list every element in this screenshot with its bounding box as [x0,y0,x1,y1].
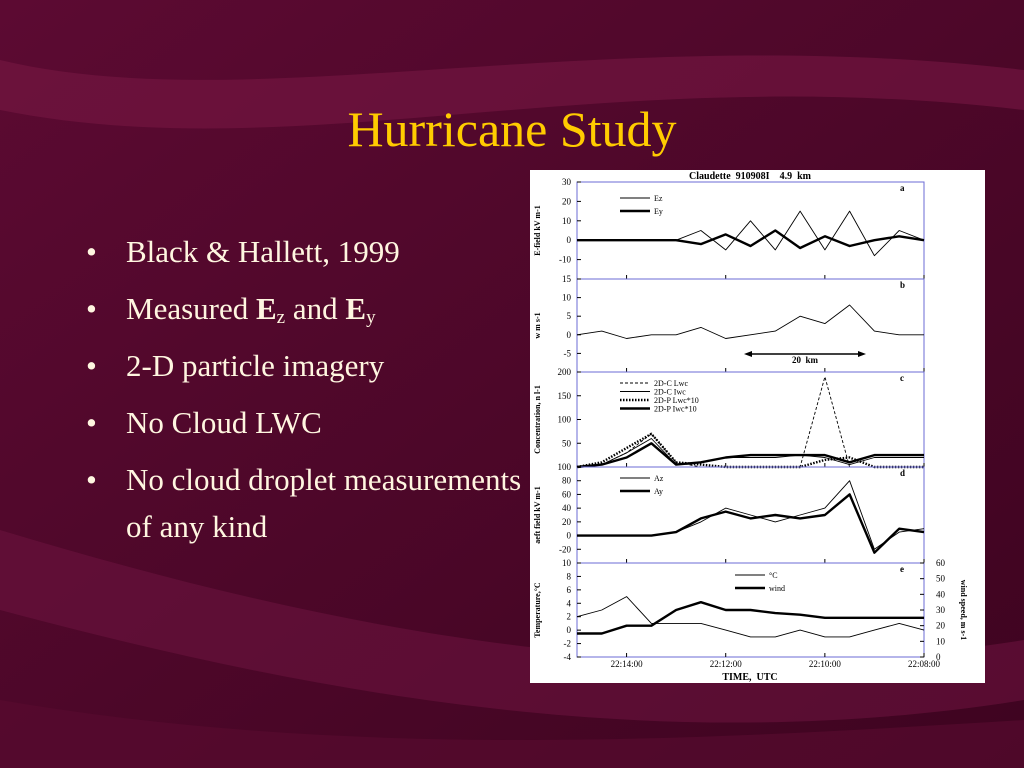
y-tick-label: 4 [567,598,572,608]
y-tick-label: -20 [559,544,571,554]
series-line [576,438,924,468]
y-tick-label: -10 [559,255,571,265]
y-tick-label: -4 [564,652,572,662]
y2-tick-label: 50 [936,574,946,584]
y-tick-label: 0 [567,531,572,541]
text: E [255,291,277,326]
slide-title: Hurricane Study [347,101,677,157]
y-tick-label: 2 [567,612,572,622]
bullet: 2-D particle imagery [86,342,526,389]
y-tick-label: 8 [567,571,572,581]
y-tick-label: 40 [562,503,572,513]
bullet: No cloud droplet measurements of any kin… [86,456,526,550]
bullet-list: Black & Hallett, 1999 Measured Ez and Ey… [80,228,526,560]
series-line [576,596,925,638]
legend-label: °C [769,571,778,580]
y2-tick-label: 40 [936,589,946,599]
y-tick-label: 60 [562,489,572,499]
y-tick-label: 10 [562,293,572,303]
y-tick-label: -5 [564,348,572,358]
figure-title: Claudette 910908I 4.9 km [689,171,812,182]
legend-label: wind [769,584,785,593]
y-tick-label: 0 [567,235,572,245]
y-tick-label: 10 [562,558,572,568]
bullet: No Cloud LWC [86,399,526,446]
y-tick-label: 20 [562,196,572,206]
y-tick-label: 0 [567,330,572,340]
series-line [576,442,924,469]
y-tick-label: 100 [558,462,572,472]
text: y [366,307,376,328]
y-tick-label: 50 [562,438,572,448]
y2-tick-label: 0 [936,652,941,662]
y-axis-label: Concentration, n l-1 [533,385,542,454]
panel-letter: d [900,468,905,478]
y-tick-label: 10 [562,216,572,226]
legend-label: Az [654,474,664,483]
annotation: 20 km [792,355,819,365]
x-tick-label: 22:14:00 [611,659,644,669]
y-tick-label: -2 [564,639,572,649]
y2-tick-label: 10 [936,636,946,646]
series-line [577,229,925,250]
legend-label: Ay [654,487,663,496]
x-tick-label: 22:10:00 [809,659,842,669]
y2-tick-label: 30 [936,605,946,615]
x-axis-label: TIME, UTC [722,672,777,683]
text: E [345,291,367,326]
y-axis-label: aeft field kV m-1 [533,486,542,543]
bullet: Black & Hallett, 1999 [86,228,526,275]
y-tick-label: 80 [562,476,572,486]
panel-letter: c [900,373,904,383]
y-axis-label: Temperature,°C [533,582,542,638]
y-tick-label: 150 [558,391,572,401]
y-tick-label: 0 [567,625,572,635]
text: and [285,291,346,326]
panel-letter: b [900,280,905,290]
x-tick-label: 22:12:00 [710,659,743,669]
y2-axis-label: wind speed, m s-1 [959,580,968,640]
series-line [576,304,924,339]
y-tick-label: 100 [558,415,572,425]
y2-tick-label: 60 [936,558,946,568]
y-axis-label: E-field kV m-1 [533,205,542,256]
legend-label: 2D-C Iwc [654,388,686,397]
y-tick-label: 200 [558,367,572,377]
y-tick-label: 6 [567,585,572,595]
y-tick-label: 30 [562,177,572,187]
legend-label: 2D-P Iwc*10 [654,405,697,414]
legend-label: 2D-P Lwc*10 [654,396,699,405]
legend-label: Ey [654,207,663,216]
y-axis-label: w m s-1 [533,312,542,338]
panel-letter: a [900,183,905,193]
bullet: Measured Ez and Ey [86,285,526,332]
series-line [576,432,924,469]
legend-label: 2D-C Lwc [654,379,688,388]
panel-letter: e [900,564,904,574]
series-line [577,493,925,554]
legend-label: Ez [654,194,663,203]
series-line [577,601,924,635]
y-tick-label: 15 [562,274,572,284]
y-tick-label: 5 [567,311,572,321]
text: z [276,307,286,328]
text: Measured [126,291,256,326]
x-tick-label: 22:08:00 [908,659,941,669]
y-tick-label: 20 [562,517,572,527]
y2-tick-label: 20 [936,621,946,631]
